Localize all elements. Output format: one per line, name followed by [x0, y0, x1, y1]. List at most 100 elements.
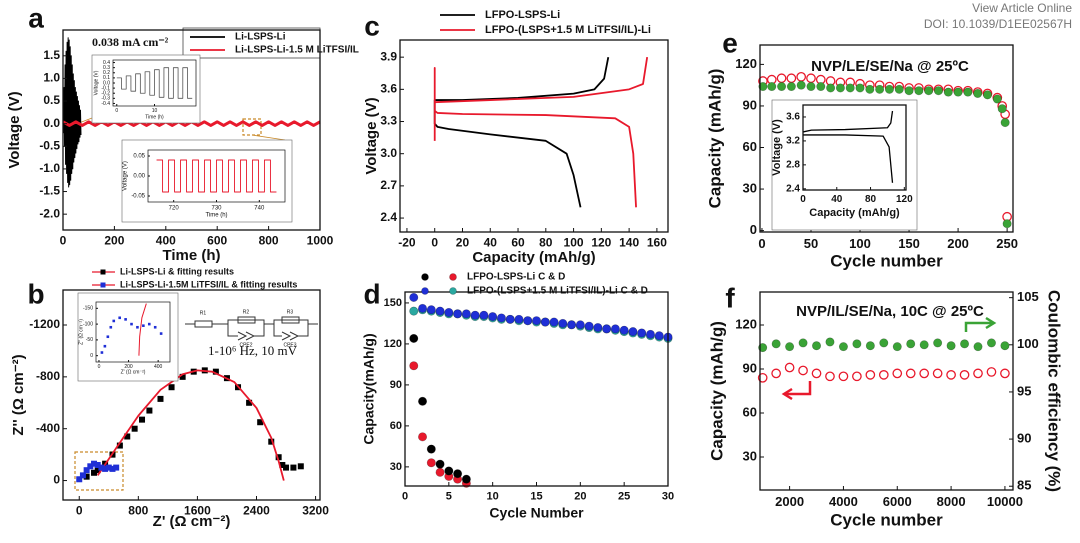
data-point: [986, 367, 997, 377]
data-point: [973, 88, 983, 98]
data-point: [130, 322, 133, 326]
x-tick-label: 2400: [243, 504, 270, 518]
x-tick-label: 8000: [937, 494, 966, 509]
legend-label: LFPO-LSPS-Li C & D: [467, 272, 565, 283]
legend-swatch: [100, 282, 106, 288]
x-tick-label: 80: [539, 236, 553, 250]
data-point: [758, 82, 768, 92]
y-axis-label: Z'' (Ω cm⁻²): [78, 319, 84, 345]
circuit-label: R2: [243, 309, 250, 315]
panel-label: c: [364, 10, 380, 41]
data-point: [275, 454, 282, 461]
data-point: [461, 474, 471, 484]
data-point: [919, 368, 930, 379]
y2-tick-label: 105: [1017, 289, 1039, 304]
x-tick-label: 60: [511, 236, 525, 250]
y2-tick-label: 100: [1017, 336, 1039, 351]
y2-tick-label: 95: [1017, 383, 1031, 398]
y-axis-label: Z'' (Ω cm⁻²): [10, 354, 27, 435]
data-point: [1000, 368, 1010, 379]
data-point: [109, 465, 116, 472]
x-tick-label: 0: [431, 236, 438, 250]
data-point: [136, 325, 139, 329]
x-tick-label: 25: [618, 490, 630, 502]
y-tick-label: 3.6: [786, 112, 800, 123]
y-axis-label: Voltage (V): [123, 161, 129, 191]
data-point: [602, 324, 612, 334]
data-point: [960, 339, 970, 349]
data-point: [785, 342, 795, 352]
data-line: [802, 110, 894, 183]
circuit-label: R3: [287, 309, 294, 315]
y-tick-label: -1.5: [39, 184, 60, 198]
zoom-box: [74, 451, 124, 491]
view-article-link[interactable]: View Article Online: [972, 1, 1072, 15]
panel-label: f: [725, 282, 735, 313]
data-point: [992, 94, 1002, 104]
x-tick-label: 1600: [184, 504, 211, 518]
data-line: [116, 67, 193, 99]
data-point: [470, 310, 480, 320]
axes-frame: [62, 29, 321, 231]
axes-frame: [399, 39, 669, 233]
data-point: [776, 73, 787, 84]
x-tick-label: 80: [865, 194, 877, 205]
data-point: [246, 399, 253, 406]
y-tick-label: 0.0: [43, 116, 60, 130]
circuit: [185, 316, 318, 341]
y-tick-label: 90: [743, 360, 757, 375]
x-tick-label: 20: [574, 490, 586, 502]
data-point: [505, 314, 515, 324]
x-tick-label: 0: [800, 194, 806, 205]
data-point: [973, 368, 983, 379]
data-point: [946, 341, 956, 351]
data-point: [845, 83, 855, 93]
y-tick-label: 3.2: [786, 136, 800, 147]
data-point: [297, 463, 304, 470]
data-point: [453, 309, 463, 319]
inset-background: [121, 139, 293, 223]
data-point: [973, 342, 983, 352]
x-tick-label: 10: [152, 108, 158, 114]
data-point: [959, 370, 970, 380]
y-tick-label: 120: [735, 56, 757, 71]
x-tick-label: 0: [758, 236, 765, 251]
data-point: [159, 332, 163, 335]
data-point: [825, 371, 835, 382]
data-point: [116, 442, 123, 449]
data-point: [488, 312, 498, 322]
x-tick-label: 400: [154, 364, 163, 370]
legend-label: Li-LSPS-Li-1.5M LiTFSI/IL & fitting resu…: [120, 279, 297, 289]
data-point: [79, 472, 86, 479]
data-point: [461, 309, 471, 319]
legend-label: LFPO-LSPS-Li: [485, 9, 560, 21]
data-point: [558, 318, 568, 328]
x-tick-label: 140: [619, 236, 639, 250]
x-tick-label: 200: [104, 234, 124, 248]
data-point: [933, 86, 943, 96]
legend-label: Li-LSPS-Li & fitting results: [120, 266, 234, 276]
y-tick-label: 60: [743, 404, 757, 419]
data-point: [157, 395, 164, 402]
x-tick-label: 50: [804, 236, 818, 251]
y-tick-label: 0.1: [103, 75, 110, 81]
data-point: [878, 370, 889, 380]
data-point: [124, 433, 131, 440]
data-point: [963, 87, 973, 97]
data-point: [914, 86, 924, 96]
panel-label: d: [363, 278, 380, 309]
legend-swatch: [100, 269, 106, 275]
y-tick-label: -50: [86, 337, 93, 343]
x-tick-label: 250: [996, 236, 1018, 251]
data-line: [433, 56, 610, 208]
data-point: [879, 338, 889, 348]
y-tick-label: -800: [36, 369, 60, 383]
y-tick-label: 0.5: [43, 93, 60, 107]
data-point: [139, 416, 146, 423]
y-tick-label: 3.6: [380, 82, 397, 96]
data-point: [628, 327, 638, 337]
y-tick-label: 60: [390, 420, 402, 432]
y-tick-label: -150: [83, 306, 93, 312]
legend-swatch: [449, 287, 457, 295]
